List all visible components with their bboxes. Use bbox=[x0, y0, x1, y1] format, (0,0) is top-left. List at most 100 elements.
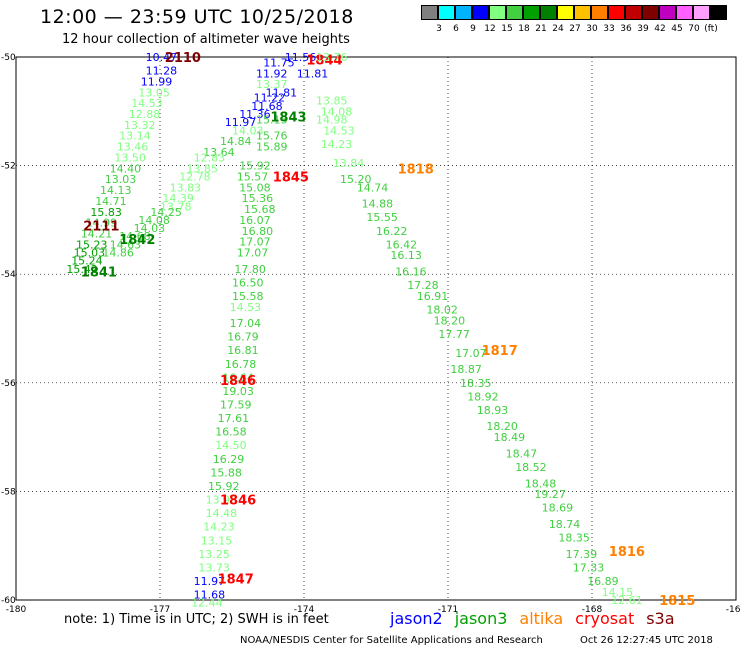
wave-height-value: 18.20 bbox=[434, 314, 466, 327]
legend-label: 18 bbox=[518, 24, 530, 34]
wave-height-value: 16.07 bbox=[239, 214, 271, 227]
wave-height-value: 15.76 bbox=[256, 130, 288, 143]
wave-height-value: 14.15 bbox=[602, 586, 634, 599]
wave-height-value: 13.98 bbox=[206, 494, 238, 507]
wave-height-value: 19.03 bbox=[222, 385, 254, 398]
legend-swatch bbox=[523, 5, 540, 20]
wave-height-value: 18.92 bbox=[467, 390, 499, 403]
wave-height-value: 14.53 bbox=[230, 301, 262, 314]
lon-tick-label: -180 bbox=[6, 605, 27, 615]
wave-height-value: 15.92 bbox=[239, 160, 271, 173]
lon-tick-label: -165 bbox=[726, 605, 740, 615]
wave-height-value: 16.81 bbox=[227, 344, 259, 357]
wave-height-value: 17.07 bbox=[237, 246, 268, 259]
wave-height-value: 14.03 bbox=[232, 124, 264, 137]
legend-swatch bbox=[557, 5, 574, 20]
wave-height-value: 18.87 bbox=[450, 363, 482, 376]
legend-label: (ft) bbox=[704, 24, 718, 34]
map-subtitle: 12 hour collection of altimeter wave hei… bbox=[62, 32, 350, 47]
wave-height-value: 11.97 bbox=[194, 575, 226, 588]
lat-tick-label: -50 bbox=[1, 53, 16, 63]
satellite-name: altika bbox=[519, 609, 564, 628]
wave-height-value: 13.50 bbox=[114, 151, 145, 164]
wave-height-value: 15.57 bbox=[237, 170, 268, 183]
wave-height-value: 13.83 bbox=[170, 181, 202, 194]
wave-height-value: 13.64 bbox=[203, 146, 235, 159]
pass-time-label: 1817 bbox=[482, 344, 518, 359]
wave-height-value: 15.58 bbox=[232, 290, 264, 303]
wave-height-value: 15.23 bbox=[76, 238, 108, 251]
wave-height-value: 16.42 bbox=[386, 238, 418, 251]
lon-tick-label: -177 bbox=[150, 605, 170, 615]
pass-time-label: 1845 bbox=[273, 170, 309, 185]
wave-height-value: 16.64 bbox=[222, 371, 254, 384]
lon-tick-label: -171 bbox=[438, 605, 458, 615]
wave-height-value: 18.48 bbox=[525, 477, 557, 490]
legend-label: 15 bbox=[501, 24, 513, 34]
wave-height-value: 11.56 bbox=[285, 51, 317, 64]
wave-height-value: 18.69 bbox=[542, 502, 574, 515]
wave-height-value: 12.44 bbox=[191, 597, 223, 610]
wave-height-value: 14.53 bbox=[323, 124, 355, 137]
legend-label: 9 bbox=[470, 24, 476, 34]
wave-height-value: 17.07 bbox=[239, 236, 271, 249]
legend-swatch bbox=[710, 5, 727, 20]
wave-height-value: 11.92 bbox=[256, 67, 288, 80]
lat-tick-label: -52 bbox=[1, 162, 16, 172]
lat-tick-label: -58 bbox=[1, 487, 16, 497]
wave-height-value: 11.75 bbox=[263, 56, 295, 69]
wave-height-value: 16.50 bbox=[232, 276, 264, 289]
pass-time-label: 2110 bbox=[165, 51, 201, 66]
wave-height-value: 15.88 bbox=[210, 466, 242, 479]
wave-height-value: 14.08 bbox=[138, 214, 170, 227]
wave-height-value: 11.68 bbox=[251, 100, 283, 113]
wave-height-value: 15.08 bbox=[239, 181, 271, 194]
legend-label: 39 bbox=[637, 24, 649, 34]
legend-swatch bbox=[676, 5, 693, 20]
legend-swatch bbox=[608, 5, 625, 20]
wave-height-value: 14.68 bbox=[119, 230, 151, 243]
wave-height-value: 14.03 bbox=[134, 222, 166, 235]
wave-height-value: 13.37 bbox=[256, 78, 288, 91]
wave-height-value: 15.36 bbox=[242, 192, 274, 205]
wave-height-value: 17.77 bbox=[438, 328, 470, 341]
wave-height-value: 14.71 bbox=[95, 195, 127, 208]
wave-height-value: 15.20 bbox=[340, 173, 372, 186]
wave-height-value: 14.08 bbox=[321, 105, 353, 118]
wave-height-value: 16.80 bbox=[242, 225, 274, 238]
wave-height-value: 15.13 bbox=[256, 113, 288, 126]
pass-time-label: 1843 bbox=[270, 111, 306, 126]
wave-height-value: 12.88 bbox=[129, 108, 161, 121]
wave-height-value: 17.28 bbox=[407, 279, 439, 292]
lon-tick-label: -174 bbox=[294, 605, 315, 615]
wave-height-value: 14.23 bbox=[203, 521, 235, 534]
wave-height-value: 14.88 bbox=[362, 198, 394, 211]
wave-height-value: 14.99 bbox=[86, 217, 118, 230]
map-title: 12:00 — 23:59 UTC 10/25/2018 bbox=[40, 6, 354, 28]
wave-height-value: 16.58 bbox=[215, 426, 247, 439]
wave-height-value: 18.35 bbox=[558, 532, 590, 545]
wave-height-value: 14.53 bbox=[131, 97, 163, 110]
legend-label: 70 bbox=[688, 24, 700, 34]
wave-height-value: 15.42 bbox=[66, 263, 98, 276]
wave-height-value: 16.13 bbox=[390, 249, 422, 262]
map-frame bbox=[15, 56, 737, 601]
wave-height-value: 12.61 bbox=[611, 594, 643, 607]
wave-height-value: 17.61 bbox=[218, 412, 250, 425]
wave-height-value: 13.85 bbox=[186, 162, 218, 175]
legend-label: 12 bbox=[484, 24, 496, 34]
legend-swatch bbox=[489, 5, 506, 20]
legend-label: 3 bbox=[436, 24, 442, 34]
wave-height-value: 14.98 bbox=[316, 113, 348, 126]
legend-swatch bbox=[642, 5, 659, 20]
wave-height-value: 12.78 bbox=[179, 170, 211, 183]
wave-height-value: 13.73 bbox=[198, 561, 230, 574]
wave-height-value: 18.74 bbox=[549, 518, 581, 531]
wave-height-value: 16.29 bbox=[213, 453, 245, 466]
legend-label: 27 bbox=[569, 24, 581, 34]
satellite-name: s3a bbox=[646, 609, 675, 628]
satellite-name: jason2 bbox=[390, 609, 443, 628]
legend-swatch bbox=[659, 5, 676, 20]
wave-height-value: 15.68 bbox=[244, 203, 276, 216]
